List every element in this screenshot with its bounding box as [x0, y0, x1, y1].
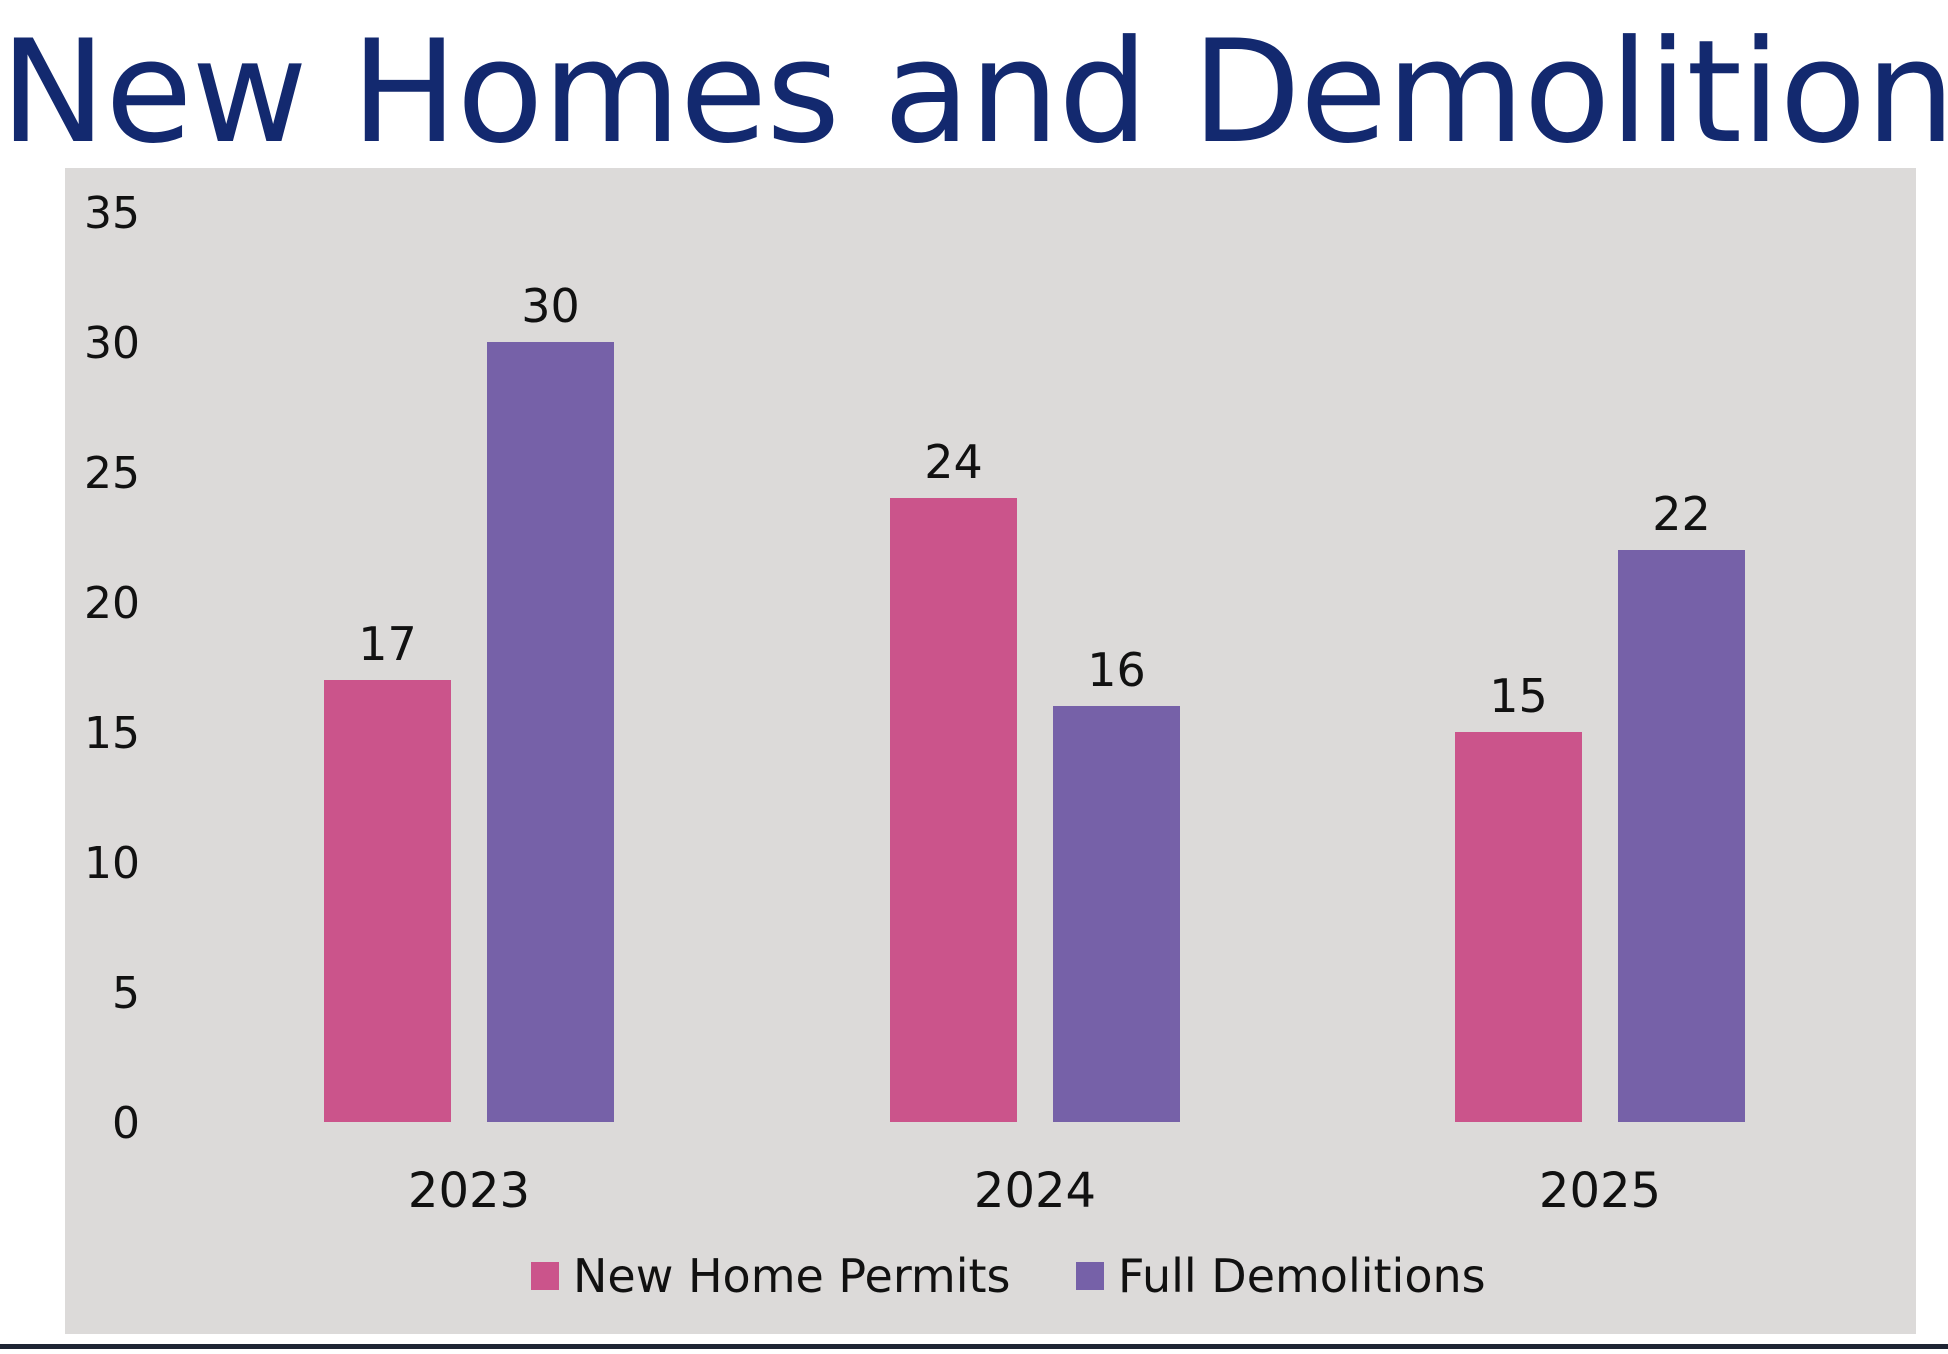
bar-value-label: 22 [1652, 487, 1711, 541]
y-tick-label: 30 [84, 318, 140, 369]
chart-title: New Homes and Demolitions [0, 10, 1948, 175]
y-tick-label: 25 [84, 448, 140, 499]
bar-value-label: 16 [1087, 643, 1146, 697]
x-tick-label: 2025 [1539, 1163, 1661, 1219]
x-tick-label: 2024 [974, 1163, 1096, 1219]
data-labels-layer: 17 30 24 16 15 22 [358, 279, 1711, 723]
bar-value-label: 30 [521, 279, 580, 333]
y-axis-tick-labels: 0 5 10 15 20 25 30 35 [84, 188, 140, 1149]
bar [1053, 706, 1180, 1122]
bar-value-label: 24 [924, 435, 983, 489]
bar [1455, 732, 1582, 1122]
x-axis-category-labels: 2023 2024 2025 [408, 1163, 1661, 1219]
bottom-divider [0, 1344, 1948, 1349]
y-tick-label: 20 [84, 578, 140, 629]
bars-layer [324, 342, 1745, 1122]
bar [487, 342, 614, 1122]
x-tick-label: 2023 [408, 1163, 530, 1219]
y-tick-label: 5 [112, 968, 140, 1019]
legend-swatch [531, 1262, 559, 1290]
bar-value-label: 17 [358, 617, 417, 671]
y-tick-label: 15 [84, 708, 140, 759]
bar [890, 498, 1017, 1122]
legend-label: New Home Permits [573, 1249, 1011, 1303]
bar [324, 680, 451, 1122]
legend-swatch [1076, 1262, 1104, 1290]
legend-label: Full Demolitions [1118, 1249, 1486, 1303]
y-tick-label: 35 [84, 188, 140, 239]
bar-value-label: 15 [1489, 669, 1548, 723]
legend: New Home Permits Full Demolitions [531, 1249, 1486, 1303]
y-tick-label: 10 [84, 838, 140, 889]
y-tick-label: 0 [112, 1098, 140, 1149]
bar [1618, 550, 1745, 1122]
